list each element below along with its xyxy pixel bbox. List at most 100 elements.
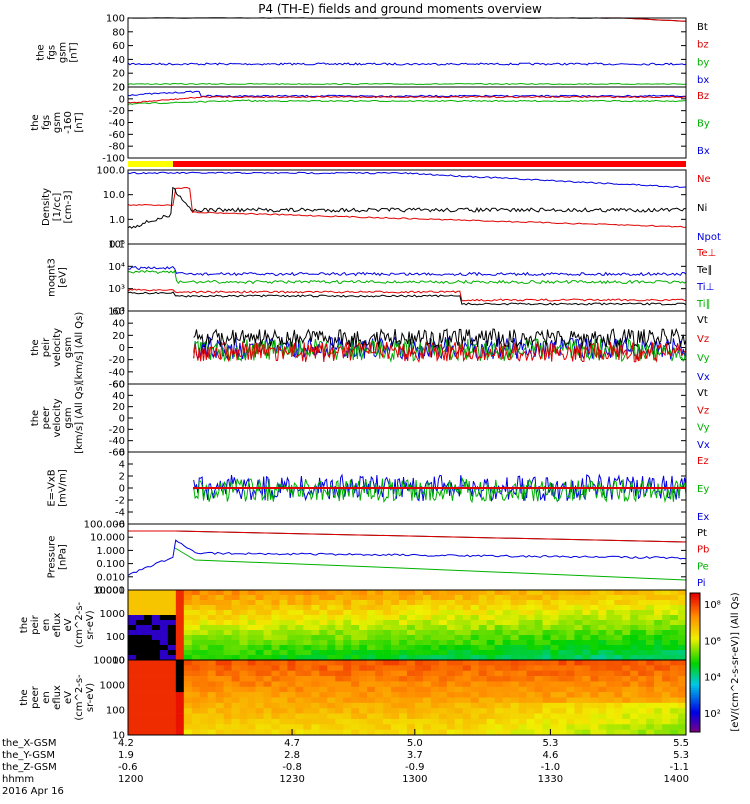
spectrogram-cell [670,665,679,672]
spectrogram-cell [646,708,655,714]
spectrogram-cell [239,681,248,688]
spectrogram-cell [646,640,655,646]
spectrogram-cell [367,670,376,677]
colorbar-cell [690,697,700,701]
spectrogram-cell [518,590,527,596]
spectrogram-cell [399,692,408,698]
spectrogram-cell [574,645,583,651]
spectrogram-cell [399,665,408,672]
spectrogram-cell [550,692,559,698]
spectrogram-cell [183,595,193,601]
spectrogram-cell [590,615,599,621]
spectrogram-cell [590,729,599,736]
spectrogram-cell [518,655,527,661]
spectrogram-cell [438,610,448,616]
spectrogram-cell [534,676,543,682]
spectrogram-cell [359,600,368,606]
spectrogram-cell [279,650,288,656]
spectrogram-cell [295,625,304,631]
spectrogram-cell [598,640,607,646]
spectrogram-cell [638,645,647,651]
spectrogram-cell [367,620,376,626]
ylabel-line: [nPa] [58,544,69,570]
spectrogram-cell [598,697,607,704]
spectrogram-cell [151,590,161,596]
spectrogram-cell [638,655,647,661]
spectrogram-cell [414,702,424,709]
spectrogram-cell [151,615,161,621]
spectrogram-cell [271,729,280,736]
spectrogram-cell [391,697,400,704]
spectrogram-cell [223,697,232,704]
spectrogram-cell [255,724,264,730]
spectrogram-cell [518,635,527,641]
spectrogram-cell [271,650,280,656]
spectrogram-cell [271,645,280,651]
x-tick-value: 5.5 [673,738,689,749]
spectrogram-cell [446,702,456,709]
spectrogram-cell [279,729,288,736]
spectrogram-cell [414,729,424,736]
spectrogram-cell [582,702,591,709]
spectrogram-cell [327,650,336,656]
spectrogram-cell [407,697,416,704]
spectrogram-cell [414,640,424,646]
spectrogram-cell [128,650,137,656]
spectrogram-cell [128,681,137,688]
y-tick-label: -60 [109,448,125,459]
spectrogram-cell [159,708,169,714]
spectrogram-cell [590,681,599,688]
spectrogram-cell [367,692,376,698]
spectrogram-cell [263,676,272,682]
spectrogram-cell [534,650,543,656]
spectrogram-cell [494,724,503,730]
spectrogram-cell [175,708,185,714]
spectrogram-cell [494,713,503,720]
y-tick-label: 0 [119,484,125,495]
spectrogram-cell [271,640,280,646]
spectrogram-cell [167,615,177,621]
spectrogram-cell [654,708,663,714]
spectrogram-cell [263,724,272,730]
spectrogram-cell [239,665,248,672]
spectrogram-cell [399,650,408,656]
spectrogram-cell [391,645,400,651]
spectrogram-cell [670,702,679,709]
spectrogram-cell [287,610,296,616]
spectrogram-cell [606,655,615,661]
spectrogram-cell [574,665,583,672]
spectrogram-cell [558,600,567,606]
spectrogram-cell [630,615,639,621]
spectrogram-cell [430,692,440,698]
spectrogram-cell [478,697,488,704]
spectrogram-cell [367,718,376,725]
spectrogram-cell [199,600,209,606]
spectrogram-cell [598,729,607,736]
spectrogram-cell [558,645,567,651]
spectrogram-cell [295,605,304,611]
spectrogram-cell [375,729,384,736]
spectrogram-cell [430,681,440,688]
y-tick-label: 60 [112,41,125,52]
spectrogram-cell [231,590,240,596]
spectrogram-cell [422,630,432,636]
spectrogram-cell [486,630,495,636]
spectrogram-cell [383,605,392,611]
spectrogram-cell [630,605,639,611]
spectrogram-cell [327,625,336,631]
spectrogram-cell [614,718,623,725]
colorbar-cell [690,711,700,714]
spectrogram-cell [486,615,495,621]
spectrogram-cell [303,665,312,672]
spectrogram-cell [630,718,639,725]
spectrogram-cell [510,610,519,616]
spectrogram-cell [478,640,488,646]
spectrogram-cell [558,697,567,704]
spectrogram-cell [207,600,216,606]
spectrogram-cell [414,650,424,656]
spectrogram-cell [630,724,639,730]
spectrogram-cell [215,655,224,661]
spectrogram-cell [399,630,408,636]
spectrogram-cell [454,686,464,693]
spectrogram-cell [175,645,185,651]
